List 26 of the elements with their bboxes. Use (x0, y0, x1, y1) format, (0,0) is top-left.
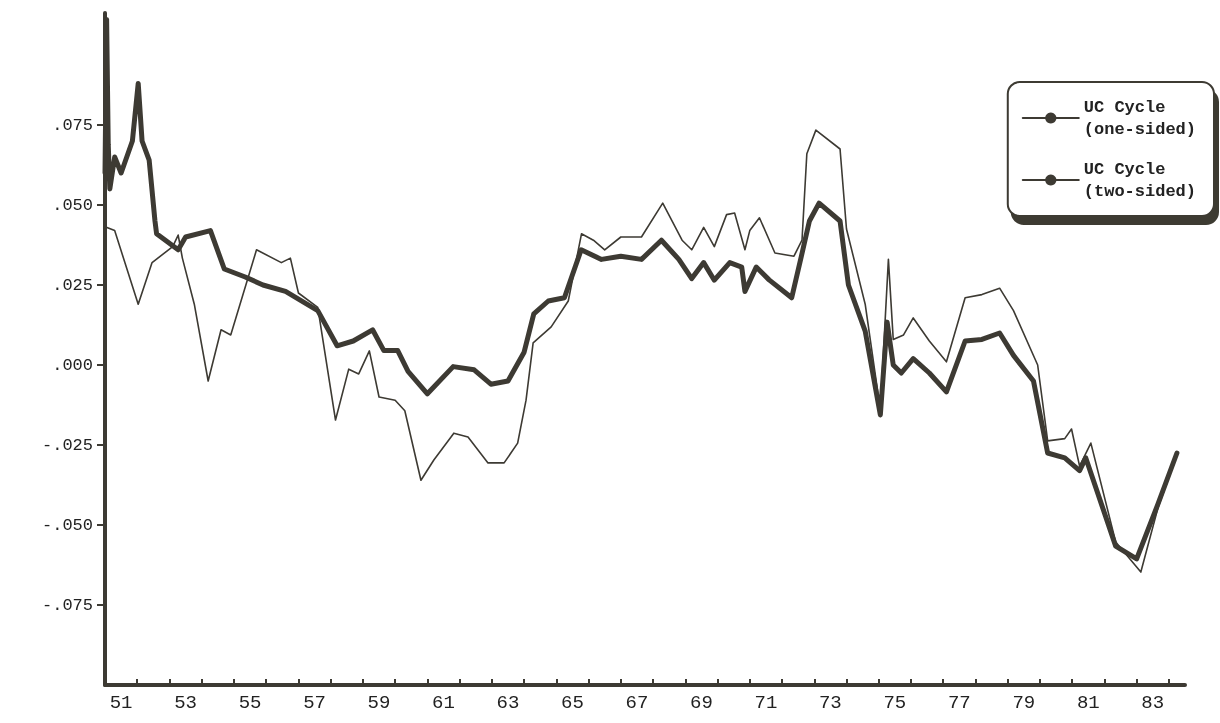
x-tick-label: 65 (561, 691, 584, 714)
x-tick-label: 61 (432, 691, 455, 714)
x-tick-label: 55 (238, 691, 262, 714)
legend-label: UC Cycle (one-sided) (1083, 97, 1196, 139)
x-tick-label: 67 (625, 691, 649, 714)
x-tick-label: 75 (883, 691, 907, 714)
x-tick-label: 71 (754, 691, 778, 714)
y-tick-label: .075 (52, 115, 93, 135)
y-tick-label: -.075 (41, 595, 93, 615)
y-tick-label: .000 (52, 355, 93, 375)
x-tick-label: 57 (303, 691, 326, 714)
x-tick-label: 69 (690, 691, 713, 714)
y-tick-label: -.050 (41, 515, 93, 535)
legend-label: UC Cycle (two-sided) (1083, 159, 1196, 201)
y-tick-label: .025 (52, 275, 93, 295)
y-tick-label: -.025 (41, 435, 93, 455)
x-tick-label: 73 (818, 691, 842, 714)
y-tick-label: .050 (52, 195, 93, 215)
x-tick-label: 77 (947, 691, 971, 714)
x-tick-label: 83 (1141, 691, 1165, 714)
x-tick-label: 81 (1076, 691, 1100, 714)
x-tick-label: 63 (496, 691, 520, 714)
x-tick-label: 79 (1012, 691, 1036, 714)
x-tick-label: 59 (367, 691, 391, 714)
x-tick-label: 53 (174, 691, 197, 714)
x-tick-label: 51 (109, 691, 133, 714)
